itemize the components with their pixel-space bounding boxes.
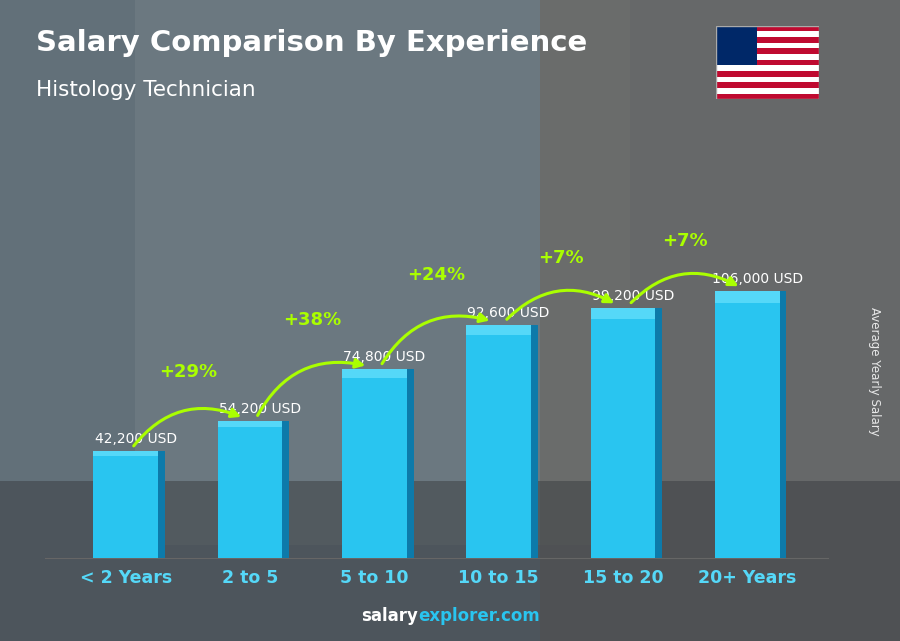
Text: +24%: +24% [408, 266, 465, 284]
Bar [283, 421, 289, 558]
Bar [716, 26, 757, 65]
Bar [135, 0, 630, 545]
Bar [94, 451, 158, 456]
Bar [531, 324, 538, 558]
Bar [342, 369, 407, 558]
Bar [716, 31, 819, 37]
Bar [0, 481, 900, 641]
Text: 92,600 USD: 92,600 USD [467, 306, 550, 320]
Bar [590, 308, 655, 319]
Text: 42,200 USD: 42,200 USD [94, 433, 176, 446]
Bar [342, 369, 407, 378]
Bar [158, 451, 165, 558]
Text: 106,000 USD: 106,000 USD [712, 272, 803, 286]
Bar [716, 48, 819, 54]
Bar [94, 451, 158, 558]
Bar [715, 291, 779, 303]
Text: +7%: +7% [662, 232, 708, 250]
Text: 74,800 USD: 74,800 USD [343, 351, 426, 364]
Bar [716, 60, 819, 65]
Bar [716, 65, 819, 71]
Text: Average Yearly Salary: Average Yearly Salary [868, 308, 881, 436]
Text: Salary Comparison By Experience: Salary Comparison By Experience [36, 29, 587, 57]
Bar [716, 88, 819, 94]
Bar [716, 26, 819, 31]
Text: +38%: +38% [284, 311, 341, 329]
Bar [466, 324, 531, 558]
Text: 99,200 USD: 99,200 USD [591, 289, 674, 303]
Bar [540, 0, 900, 641]
Bar [655, 308, 662, 558]
Bar [716, 37, 819, 43]
Bar [218, 421, 283, 428]
Bar [716, 77, 819, 82]
Bar [716, 43, 819, 48]
Text: 54,200 USD: 54,200 USD [219, 402, 302, 416]
Text: +29%: +29% [159, 363, 217, 381]
Bar [218, 421, 283, 558]
Text: explorer.com: explorer.com [418, 607, 540, 625]
Bar [716, 71, 819, 77]
Bar [407, 369, 413, 558]
Bar [716, 54, 819, 60]
Text: salary: salary [362, 607, 418, 625]
Bar [715, 291, 779, 558]
Bar [716, 82, 819, 88]
Bar [716, 94, 819, 99]
Text: +7%: +7% [538, 249, 583, 267]
Bar [779, 291, 787, 558]
Bar [466, 324, 531, 335]
Text: Histology Technician: Histology Technician [36, 80, 256, 100]
Bar [590, 308, 655, 558]
